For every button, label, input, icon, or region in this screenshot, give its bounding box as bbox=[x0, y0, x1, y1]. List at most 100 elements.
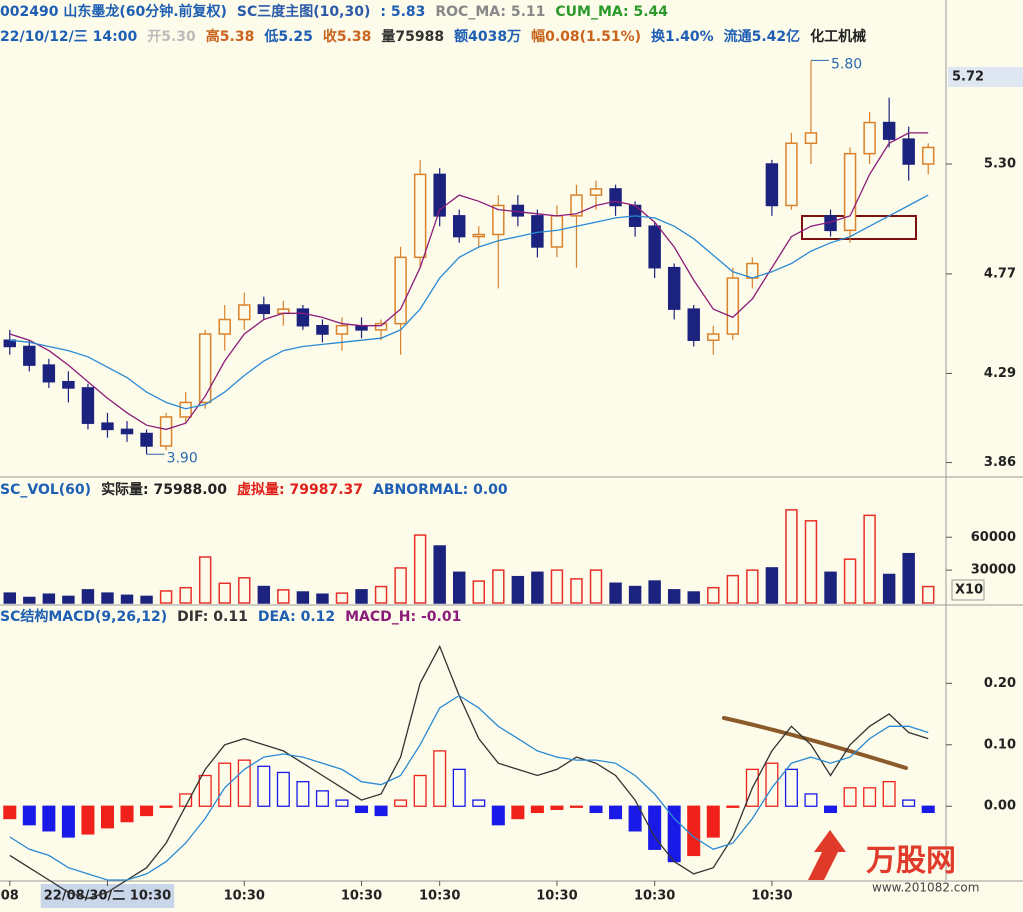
watermark: 万股网 www.201082.com bbox=[808, 830, 979, 895]
volume-bar bbox=[42, 593, 56, 604]
y-tick-label: 0.00 bbox=[984, 799, 1016, 814]
volume-bar bbox=[687, 591, 700, 604]
macd-bar bbox=[3, 805, 17, 820]
volume-bar bbox=[179, 586, 192, 604]
header-item: 实际量: 75988.00 bbox=[101, 481, 227, 498]
volume-bar bbox=[159, 590, 173, 604]
macd-bar bbox=[609, 805, 623, 820]
macd-line bbox=[9, 644, 929, 900]
macd-bar bbox=[42, 805, 56, 832]
candle-body bbox=[140, 432, 153, 447]
candle-body bbox=[570, 194, 583, 217]
volume-bar bbox=[628, 585, 642, 604]
macd-bar bbox=[257, 765, 271, 807]
candle-body bbox=[179, 401, 192, 418]
candle-body bbox=[687, 308, 700, 341]
volume-bar bbox=[3, 592, 16, 604]
volume-bar bbox=[667, 589, 681, 604]
volume-bar bbox=[355, 589, 368, 604]
volume-bar bbox=[882, 573, 896, 604]
macd-bar bbox=[22, 805, 36, 826]
volume-bar bbox=[746, 569, 759, 604]
candle-body bbox=[218, 318, 231, 335]
macd-bar bbox=[726, 805, 740, 808]
volume-bar bbox=[785, 509, 798, 604]
volume-bar bbox=[316, 593, 329, 604]
candle-body bbox=[882, 121, 896, 140]
header-item: SC三度主图(10,30) bbox=[237, 3, 370, 20]
macd-bar bbox=[648, 805, 662, 850]
candle-body bbox=[922, 146, 935, 165]
volume-bar bbox=[335, 592, 349, 604]
volume-bar bbox=[550, 569, 564, 604]
macd-bar bbox=[218, 762, 232, 807]
macd-bar bbox=[276, 771, 290, 807]
macd-bar bbox=[472, 799, 486, 807]
y-tick-label: 4.77 bbox=[984, 266, 1016, 281]
y-tick-label: 0.10 bbox=[984, 737, 1016, 752]
candle-body bbox=[81, 387, 95, 424]
header-item: 22/10/12/三 14:00 bbox=[0, 29, 137, 45]
x-tick-label: 10:30 bbox=[536, 889, 577, 904]
volume-bar bbox=[589, 569, 603, 604]
header-item: DEA: 0.12 bbox=[258, 609, 335, 625]
macd-bar bbox=[843, 787, 857, 807]
watermark-title: 万股网 bbox=[866, 844, 956, 879]
y-tick-label: 5.30 bbox=[984, 157, 1016, 172]
y-tick-label: 3.86 bbox=[984, 455, 1016, 470]
header-item: 虚拟量: 79987.37 bbox=[237, 481, 363, 498]
volume-bar bbox=[374, 585, 388, 604]
volume-bar bbox=[62, 595, 75, 604]
macd-bar bbox=[81, 805, 95, 835]
header-item: 002490 山东墨龙(60分钟.前复权) bbox=[0, 3, 227, 20]
volume-bar bbox=[296, 591, 310, 604]
macd-bar bbox=[550, 805, 564, 810]
volume-bar bbox=[140, 595, 153, 604]
header-item: 量75988 bbox=[381, 29, 444, 45]
candle-body bbox=[765, 163, 779, 207]
macd-bar bbox=[628, 805, 642, 832]
y-tick-label: 4.29 bbox=[984, 366, 1016, 381]
volume-bar bbox=[257, 585, 271, 604]
candle-body bbox=[198, 333, 212, 404]
unit-label: X10 bbox=[955, 583, 983, 598]
candle-body bbox=[238, 304, 251, 321]
macd-bar bbox=[433, 750, 447, 807]
header-item: 化工机械 bbox=[810, 28, 866, 45]
macd-bar bbox=[374, 805, 388, 817]
macd-bar bbox=[491, 805, 505, 826]
macd-bar bbox=[804, 793, 818, 807]
candle-body bbox=[394, 256, 407, 325]
volume-bar bbox=[570, 578, 583, 604]
candle-body bbox=[707, 333, 720, 341]
macd-bar bbox=[452, 768, 466, 807]
volume-bar bbox=[23, 596, 36, 604]
candle-body bbox=[863, 121, 876, 155]
macd-line bbox=[9, 694, 929, 881]
candle-body bbox=[159, 416, 173, 447]
header-item: MACD_H: -0.01 bbox=[345, 609, 461, 625]
volume-bar bbox=[413, 534, 427, 604]
header-item: SC_VOL(60) bbox=[0, 482, 91, 498]
header-item: SC结构MACD(9,26,12) bbox=[0, 608, 167, 625]
volume-bar bbox=[472, 580, 485, 604]
volume-bar bbox=[120, 594, 134, 604]
volume-bar bbox=[726, 574, 740, 604]
cursor-label-box bbox=[40, 884, 175, 908]
volume-bar bbox=[765, 567, 779, 604]
macd-bar bbox=[921, 805, 935, 814]
current-price-box bbox=[948, 66, 1023, 87]
macd-bar bbox=[530, 805, 544, 814]
header-item: 高5.38 bbox=[206, 28, 255, 45]
volume-bar bbox=[922, 585, 935, 604]
macd-bar bbox=[706, 805, 720, 838]
macd-bar bbox=[61, 805, 75, 838]
macd-bar bbox=[882, 781, 896, 807]
moving-average-line bbox=[9, 194, 929, 410]
volume-bar bbox=[902, 552, 915, 604]
candle-body bbox=[374, 322, 388, 331]
trend-line bbox=[722, 716, 908, 770]
